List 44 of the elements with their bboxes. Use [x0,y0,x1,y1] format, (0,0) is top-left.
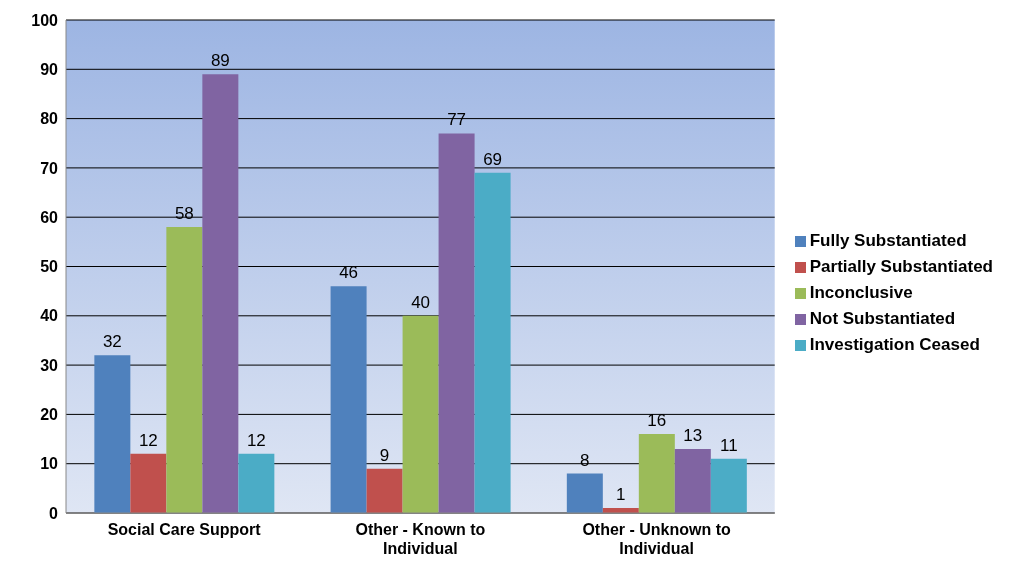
bar [330,286,367,513]
y-tick-label: 90 [40,60,59,78]
x-tick-label: Other - Known to Individual [355,521,486,557]
bar [438,133,475,513]
x-tick-label: Social Care Support [107,521,262,538]
data-label: 32 [102,332,122,352]
data-label: 12 [246,430,266,450]
bar [474,172,511,513]
bar [166,227,203,513]
bar [94,355,131,513]
data-label: 9 [379,445,390,465]
data-label: 89 [210,51,230,71]
data-label: 40 [411,292,431,312]
legend-label: Investigation Ceased [809,335,980,354]
legend-label: Inconclusive [809,283,913,302]
y-tick-label: 10 [40,455,59,473]
data-label: 12 [138,430,158,450]
y-tick-label: 100 [31,11,59,29]
bar [238,453,275,513]
data-label: 69 [483,149,503,169]
y-tick-label: 80 [40,110,59,128]
data-label: 1 [616,485,626,505]
y-tick-label: 20 [40,406,59,424]
legend-label: Not Substantiated [809,309,956,328]
bar [674,448,711,513]
legend-label: Fully Substantiated [809,231,967,250]
y-tick-label: 50 [40,258,59,276]
y-tick-label: 0 [49,504,59,522]
bar [130,453,167,513]
bar [366,468,403,513]
y-tick-label: 60 [40,208,59,226]
bar [710,458,747,513]
x-tick-label: Other - Unknown to Individual [582,521,732,557]
bar [202,74,239,513]
data-label: 16 [647,411,667,431]
y-tick-label: 40 [40,307,59,325]
bar [638,434,675,513]
legend-label: Partially Substantiated [809,257,993,276]
data-label: 13 [683,425,703,445]
y-tick-label: 70 [40,159,59,177]
data-label: 11 [720,435,738,455]
bar [566,473,603,513]
bar [402,315,439,513]
y-tick-label: 30 [40,356,59,374]
